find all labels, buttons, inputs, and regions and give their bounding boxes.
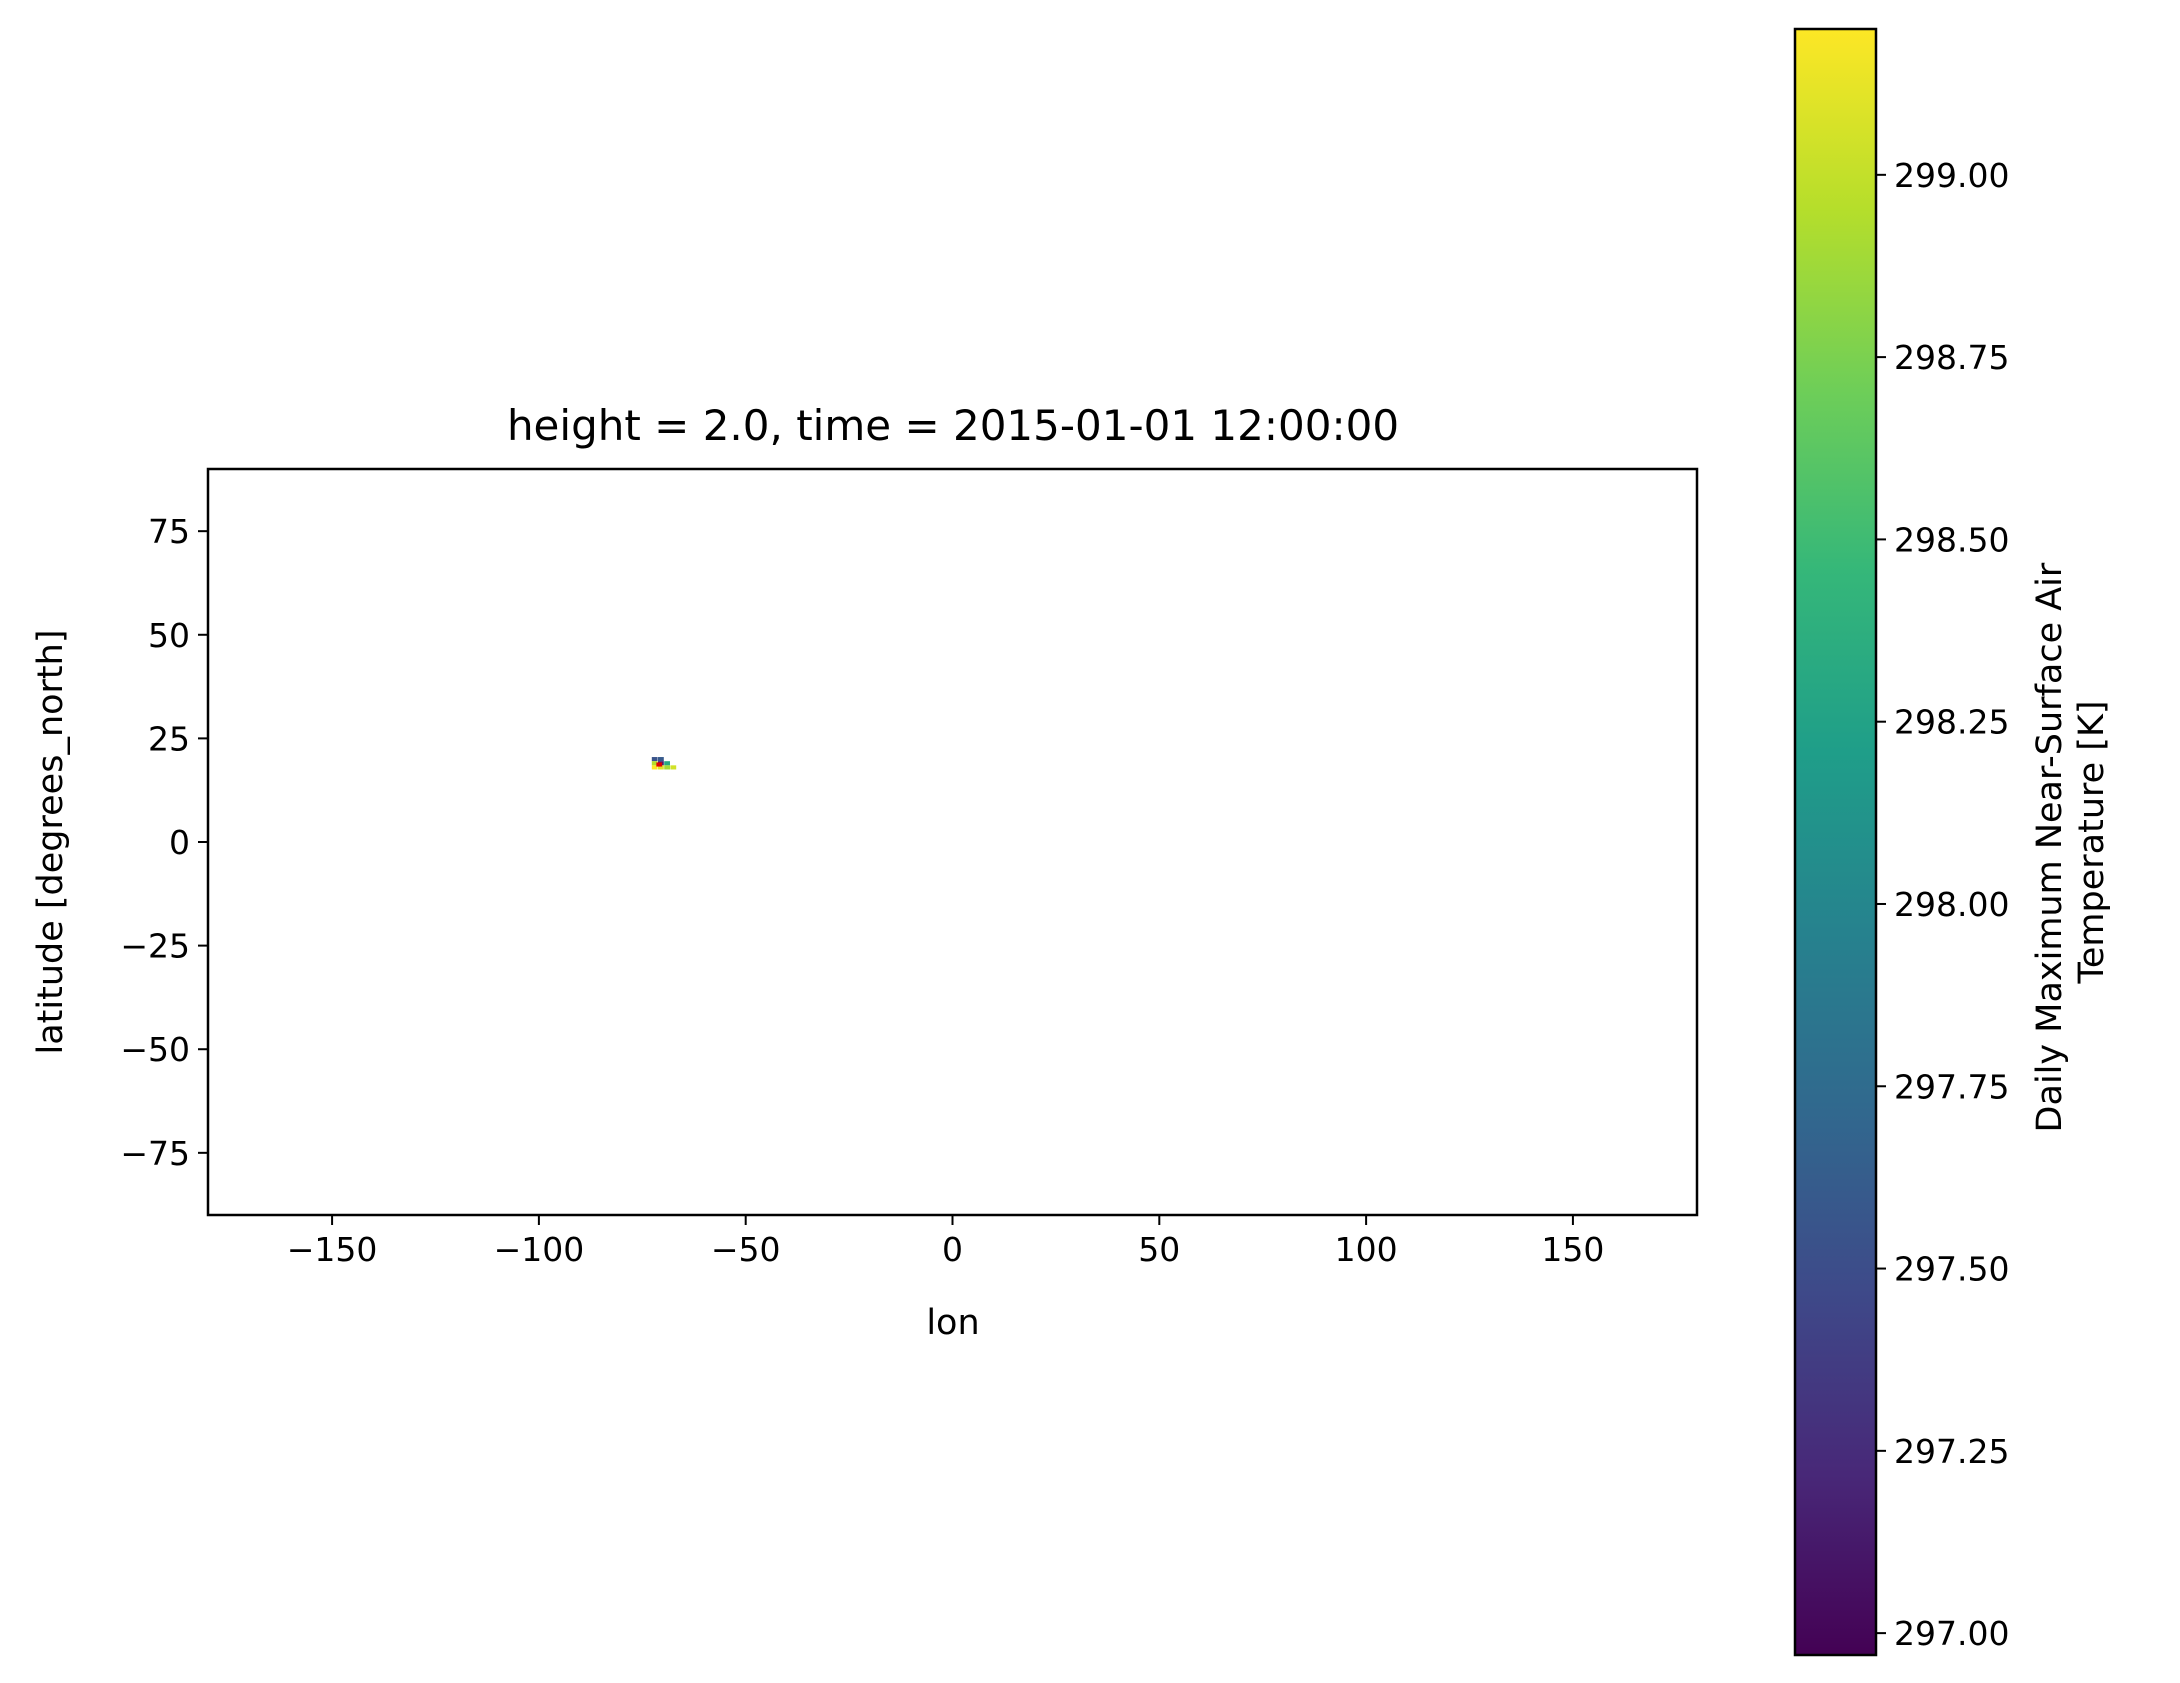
colorbar-tick-label-6: 298.50 [1894, 520, 2009, 559]
x-axis-label: lon [926, 1303, 979, 1343]
colorbar-tick-label-5: 298.25 [1894, 703, 2009, 742]
colorbar: 297.00 297.25 297.50 297.75 298.00 298.25 298.… [1793, 27, 2112, 1657]
colorbar-tick-label-4: 298.00 [1894, 885, 2009, 924]
x-tick-label-5: 100 [1335, 1230, 1398, 1269]
y-axis-label: latitude [degrees_north] [31, 630, 71, 1055]
heatmap-cell-1 [658, 757, 664, 762]
y-axis: 75 50 25 0 −25 −50 −75 [120, 512, 208, 1173]
heatmap-cell-2 [651, 761, 658, 766]
heatmap-cell-7 [664, 765, 671, 770]
y-tick-label-0: 75 [148, 512, 190, 551]
y-tick-label-6: −75 [120, 1134, 190, 1173]
y-tick-label-5: −50 [120, 1030, 190, 1069]
plot-area [206, 467, 1699, 1217]
x-tick-label-1: −100 [494, 1230, 585, 1269]
heatmap-cells [651, 757, 677, 770]
chart-title: height = 2.0, time = 2015-01-01 12:00:00 [507, 401, 1399, 450]
colorbar-tick-label-7: 298.75 [1894, 338, 2009, 377]
colorbar-tick-label-1: 297.25 [1894, 1432, 2009, 1471]
y-tick-label-1: 50 [148, 616, 190, 655]
colorbar-tick-label-2: 297.50 [1894, 1250, 2009, 1289]
x-tick-label-2: −50 [711, 1230, 781, 1269]
heatmap-highlight-cell-1 [658, 762, 663, 767]
heatmap-highlight-cell-0 [656, 762, 660, 767]
heatmap-cell-0 [651, 757, 658, 762]
colorbar-ticks: 297.00 297.25 297.50 297.75 298.00 298.25 298.… [1876, 156, 2009, 1653]
x-tick-label-4: 50 [1138, 1230, 1180, 1269]
colorbar-frame [1793, 27, 1878, 1657]
colorbar-tick-label-0: 297.00 [1894, 1614, 2009, 1653]
heatmap-cell-6 [658, 765, 664, 770]
x-tick-label-3: 0 [942, 1230, 963, 1269]
x-tick-label-6: 150 [1541, 1230, 1604, 1269]
y-tick-label-3: 0 [169, 823, 190, 862]
colorbar-tick-label-3: 297.75 [1894, 1067, 2009, 1106]
x-tick-label-0: −150 [287, 1230, 378, 1269]
x-axis: −150 −100 −50 0 50 100 150 [287, 1215, 1604, 1269]
colorbar-label-line-1: Daily Maximum Near-Surface Air [2030, 562, 2070, 1132]
heatmap-cell-4 [664, 761, 671, 766]
colorbar-label: Daily Maximum Near-Surface Air Temperatu… [2030, 552, 2112, 1133]
heatmap-cell-8 [670, 765, 677, 770]
plot-background [208, 469, 1697, 1215]
colorbar-gradient [1795, 29, 1876, 1655]
colorbar-label-line-2: Temperature [K] [2072, 700, 2112, 984]
y-tick-label-2: 25 [148, 719, 190, 758]
y-tick-label-4: −25 [120, 927, 190, 966]
heatmap-cell-5 [651, 765, 658, 770]
colorbar-tick-label-8: 299.00 [1894, 156, 2009, 195]
